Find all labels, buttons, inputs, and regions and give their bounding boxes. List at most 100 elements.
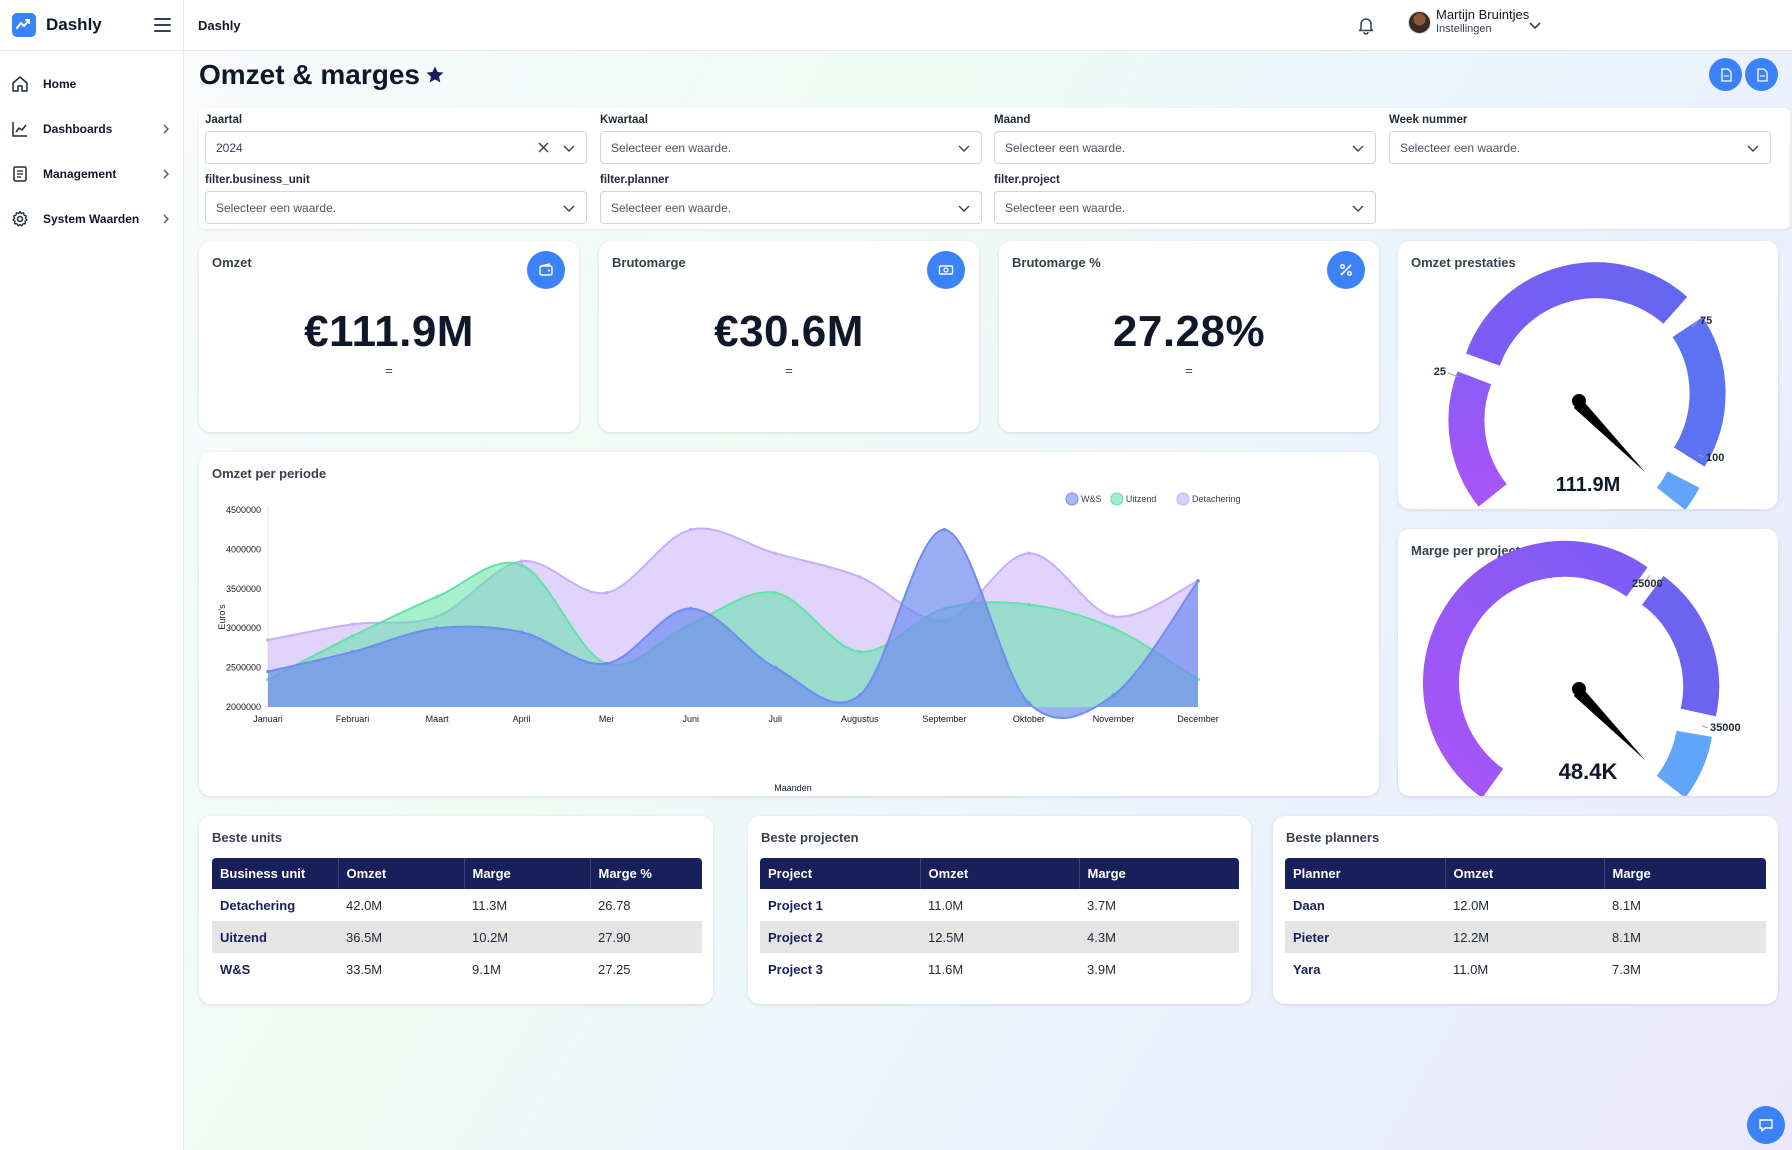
filter-week-nummer: Week nummer Selecteer een waarde. bbox=[1389, 114, 1771, 164]
table-row[interactable]: Project 3 11.6M 3.9M bbox=[760, 953, 1239, 985]
data-point[interactable] bbox=[688, 606, 693, 611]
favorite-star-icon[interactable] bbox=[424, 64, 446, 86]
table-row[interactable]: Project 2 12.5M 4.3M bbox=[760, 921, 1239, 953]
column-header[interactable]: Planner bbox=[1285, 858, 1446, 889]
data-point[interactable] bbox=[1027, 551, 1031, 556]
business-unit-select[interactable]: Selecteer een waarde. bbox=[205, 191, 587, 224]
table-row[interactable]: Project 1 11.0M 3.7M bbox=[760, 889, 1239, 921]
data-point[interactable] bbox=[266, 638, 270, 642]
data-point[interactable] bbox=[519, 563, 524, 567]
table-row[interactable]: Pieter 12.2M 8.1M bbox=[1285, 921, 1766, 953]
menu-toggle-icon[interactable] bbox=[154, 18, 171, 32]
week-nummer-select[interactable]: Selecteer een waarde. bbox=[1389, 131, 1771, 164]
sidebar-item-home[interactable]: Home bbox=[0, 61, 183, 106]
column-header[interactable]: Omzet bbox=[1445, 858, 1605, 889]
x-tick-label: Oktober bbox=[1013, 714, 1045, 724]
sidebar-item-management[interactable]: Management bbox=[0, 151, 183, 196]
data-point[interactable] bbox=[1111, 614, 1116, 619]
user-settings-link[interactable]: Instellingen bbox=[1436, 23, 1492, 35]
data-point[interactable] bbox=[604, 661, 608, 666]
table-row[interactable]: Detachering 42.0M 11.3M 26.78 bbox=[212, 889, 702, 921]
column-header[interactable]: Omzet bbox=[338, 858, 465, 889]
data-point[interactable] bbox=[1027, 602, 1031, 607]
data-point[interactable] bbox=[858, 575, 862, 579]
x-tick-label: Juli bbox=[769, 714, 783, 724]
table-row[interactable]: Yara 11.0M 7.3M bbox=[1285, 953, 1766, 985]
legend-item[interactable]: Uitzend bbox=[1110, 492, 1157, 506]
data-point[interactable] bbox=[773, 665, 778, 670]
data-point[interactable] bbox=[435, 626, 439, 630]
column-header[interactable]: Project bbox=[760, 858, 921, 889]
notifications-bell-icon[interactable] bbox=[1354, 13, 1378, 37]
table-row[interactable]: Uitzend 36.5M 10.2M 27.90 bbox=[212, 921, 702, 953]
table-title: Beste projecten bbox=[761, 830, 859, 845]
gauge-needle-hub bbox=[1572, 682, 1586, 696]
kwartaal-select[interactable]: Selecteer een waarde. bbox=[600, 131, 982, 164]
filter-label: Week nummer bbox=[1389, 114, 1468, 126]
x-tick-label: Januari bbox=[253, 714, 283, 724]
chevron-right-icon bbox=[159, 212, 173, 226]
table-card-beste-projecten: Beste projecten Project Omzet Marge Proj… bbox=[748, 816, 1251, 1004]
avatar[interactable] bbox=[1408, 10, 1431, 34]
data-point[interactable] bbox=[350, 622, 355, 627]
kpi-title: Brutomarge bbox=[612, 255, 686, 270]
data-point[interactable] bbox=[858, 650, 862, 654]
column-header[interactable]: Marge % bbox=[590, 858, 702, 889]
maand-select[interactable]: Selecteer een waarde. bbox=[994, 131, 1376, 164]
x-tick-label: April bbox=[513, 714, 531, 724]
filter-maand: Maand Selecteer een waarde. bbox=[994, 114, 1376, 164]
data-point[interactable] bbox=[1196, 579, 1200, 583]
chevron-down-icon[interactable] bbox=[1527, 17, 1543, 33]
data-point[interactable] bbox=[858, 693, 862, 697]
column-header[interactable]: Marge bbox=[1604, 858, 1766, 889]
table-row[interactable]: W&S 33.5M 9.1M 27.25 bbox=[212, 953, 702, 985]
clear-icon[interactable] bbox=[536, 141, 550, 155]
data-point[interactable] bbox=[435, 594, 439, 599]
column-header[interactable]: Marge bbox=[1079, 858, 1239, 889]
data-point[interactable] bbox=[266, 669, 270, 674]
x-tick-label: Juni bbox=[682, 714, 699, 724]
data-point[interactable] bbox=[350, 634, 355, 638]
sidebar-item-system-waarden[interactable]: System Waarden bbox=[0, 196, 183, 241]
area-chart-card: Omzet per periode 4500000 4000000 3500000 3… bbox=[199, 452, 1379, 796]
project-select[interactable]: Selecteer een waarde. bbox=[994, 191, 1376, 224]
column-header[interactable]: Marge bbox=[464, 858, 591, 889]
table-cell: Uitzend bbox=[212, 921, 338, 953]
column-header[interactable]: Business unit bbox=[212, 858, 339, 889]
main-content: Omzet & marges Jaartal 2024 Kwartaal Sel… bbox=[184, 51, 1792, 1150]
data-point[interactable] bbox=[350, 650, 355, 654]
column-header[interactable]: Omzet bbox=[920, 858, 1080, 889]
table-row[interactable]: Daan 12.0M 8.1M bbox=[1285, 889, 1766, 921]
legend-item[interactable]: W&S bbox=[1065, 492, 1102, 506]
top-bar: Dashly bbox=[184, 0, 1792, 51]
data-point[interactable] bbox=[1111, 693, 1116, 697]
brand: Dashly bbox=[0, 0, 183, 51]
data-point[interactable] bbox=[604, 590, 608, 595]
export-excel-button[interactable] bbox=[1745, 58, 1778, 91]
gauge-card-omzet-prestaties: Omzet prestaties 25 75 100 111.9M bbox=[1398, 241, 1778, 509]
sidebar-item-dashboards[interactable]: Dashboards bbox=[0, 106, 183, 151]
chevron-down-icon bbox=[957, 201, 971, 215]
data-point[interactable] bbox=[1111, 626, 1116, 630]
chat-support-button[interactable] bbox=[1747, 1106, 1785, 1144]
data-point[interactable] bbox=[688, 527, 693, 532]
dashly-logo-icon[interactable] bbox=[12, 13, 36, 37]
jaartal-select[interactable]: 2024 bbox=[205, 131, 587, 164]
legend-item[interactable]: Detachering bbox=[1176, 492, 1241, 506]
table-cell: Project 3 bbox=[768, 961, 823, 977]
banknote-icon bbox=[927, 251, 965, 289]
export-pdf-button[interactable] bbox=[1709, 58, 1742, 91]
planner-select[interactable]: Selecteer een waarde. bbox=[600, 191, 982, 224]
data-point[interactable] bbox=[773, 551, 778, 556]
user-menu[interactable]: Martijn Bruintjes Instellingen bbox=[1408, 8, 1529, 36]
kpi-title: Omzet bbox=[212, 255, 252, 270]
data-point[interactable] bbox=[519, 559, 524, 564]
kpi-value: €30.6M bbox=[714, 307, 864, 356]
data-point[interactable] bbox=[1027, 701, 1031, 705]
y-tick-label: 3500000 bbox=[226, 584, 261, 594]
data-point[interactable] bbox=[942, 527, 947, 532]
gear-icon bbox=[10, 209, 30, 229]
data-point[interactable] bbox=[519, 630, 524, 634]
data-point[interactable] bbox=[773, 590, 778, 595]
chevron-down-icon bbox=[1351, 141, 1365, 155]
